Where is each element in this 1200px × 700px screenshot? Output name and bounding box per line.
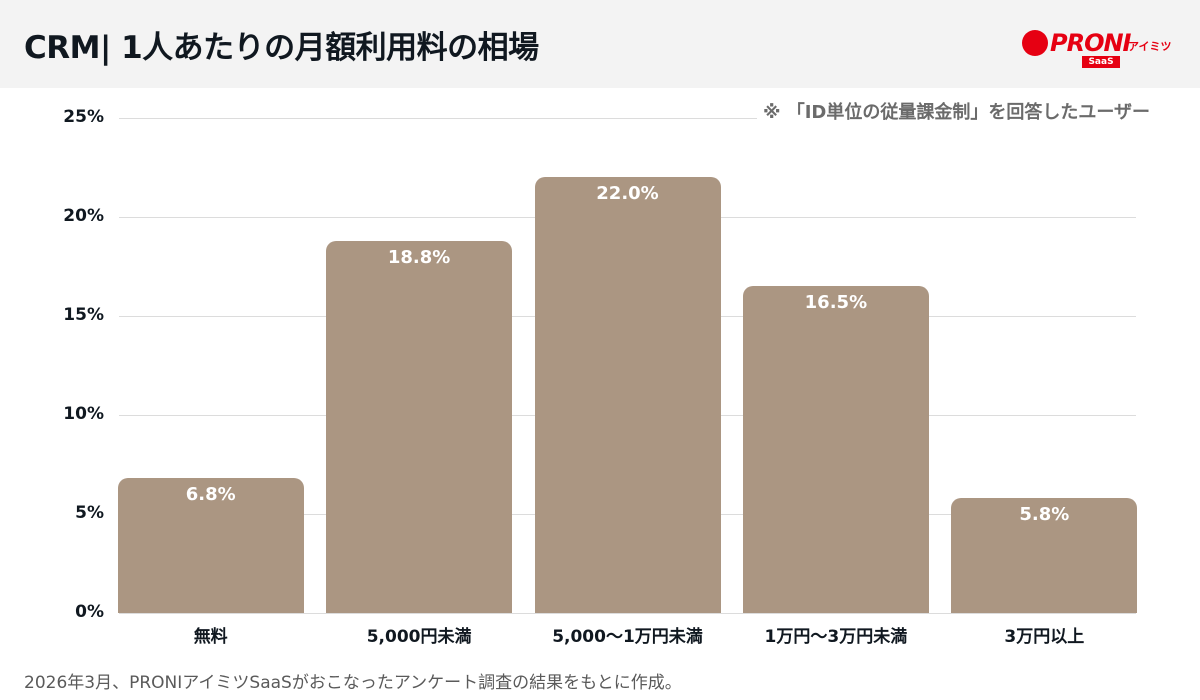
x-category-label: 5,000〜1万円未満 [552, 627, 703, 647]
y-tick-label: 5% [75, 503, 104, 523]
proni-logo: PRONI アイミツ SaaS [1018, 20, 1178, 70]
x-category-label: 1万円〜3万円未満 [764, 627, 908, 647]
y-tick-label: 15% [63, 305, 104, 325]
source-footnote: 2026年3月、PRONIアイミツSaaSがおこなったアンケート調査の結果をもと… [24, 673, 682, 693]
gridline [119, 613, 1136, 614]
logo-text: PRONI [1050, 29, 1131, 57]
bar: 16.5% [742, 286, 929, 613]
bar: 18.8% [326, 240, 513, 613]
y-tick-label: 0% [75, 602, 104, 622]
bar: 6.8% [117, 478, 304, 613]
y-tick-label: 10% [63, 404, 104, 424]
gridline [119, 118, 1136, 119]
bar-value-label: 6.8% [185, 484, 236, 506]
logo-subtext: アイミツ [1128, 40, 1172, 53]
plot-area: 6.8% 18.8% 22.0% 16.5% 5.8% [117, 118, 1138, 614]
x-category-label: 5,000円未満 [366, 627, 472, 647]
header: CRM| 1人あたりの月額利用料の相場 PRONI アイミツ SaaS [0, 0, 1200, 88]
bar-value-label: 5.8% [1019, 504, 1070, 526]
logo-penguin-icon [1022, 30, 1048, 56]
bar-value-label: 16.5% [804, 292, 868, 314]
x-category-label: 3万円以上 [1004, 627, 1085, 647]
y-tick-label: 20% [63, 206, 104, 226]
bar: 22.0% [534, 177, 721, 613]
x-category-label: 無料 [193, 627, 228, 647]
bar-value-label: 22.0% [596, 183, 659, 205]
bar-value-label: 18.8% [387, 246, 451, 268]
bar: 5.8% [951, 498, 1138, 613]
respondent-note: ※ 「ID単位の従量課金制」を回答したユーザー [756, 98, 1150, 124]
y-tick-label: 25% [63, 107, 104, 127]
chart-title: CRM| 1人あたりの月額利用料の相場 [24, 30, 539, 66]
logo-saas-badge: SaaS [1082, 56, 1120, 68]
